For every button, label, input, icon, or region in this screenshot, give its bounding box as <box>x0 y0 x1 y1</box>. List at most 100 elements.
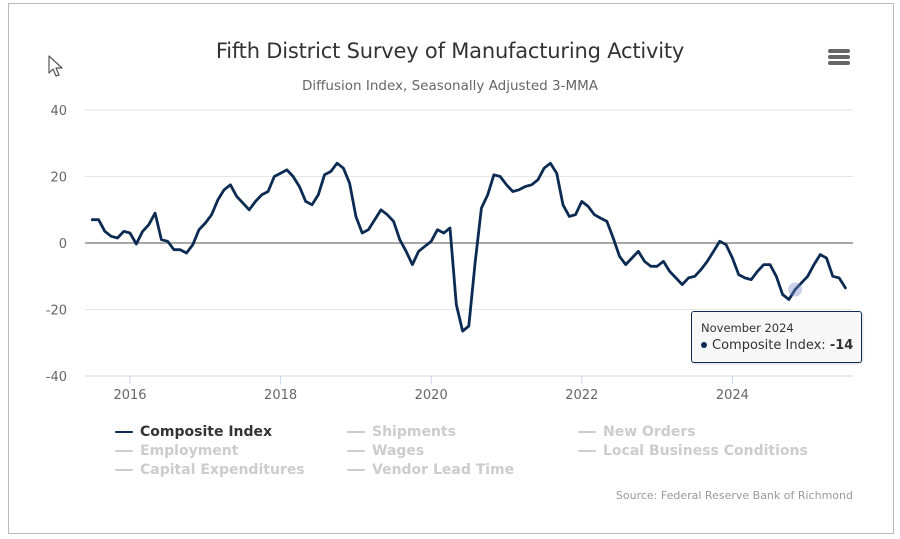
data-point[interactable] <box>560 202 566 208</box>
data-point[interactable] <box>271 174 277 180</box>
data-point[interactable] <box>642 258 648 264</box>
data-point[interactable] <box>234 193 240 199</box>
legend-item[interactable]: Local Business Conditions <box>578 443 808 459</box>
data-point[interactable] <box>729 255 735 261</box>
data-point[interactable] <box>761 262 767 268</box>
data-point[interactable] <box>322 172 328 178</box>
data-point[interactable] <box>541 165 547 171</box>
data-point[interactable] <box>315 192 321 198</box>
data-point[interactable] <box>96 217 102 223</box>
data-point[interactable] <box>667 268 673 274</box>
data-point[interactable] <box>648 263 654 269</box>
data-point[interactable] <box>328 169 334 175</box>
data-point[interactable] <box>428 238 434 244</box>
legend-item[interactable]: Vendor Lead Time <box>347 462 514 478</box>
data-point[interactable] <box>397 237 403 243</box>
data-point[interactable] <box>510 189 516 195</box>
data-point[interactable] <box>140 228 146 234</box>
data-point[interactable] <box>554 170 560 176</box>
data-point[interactable] <box>723 242 729 248</box>
legend-item[interactable]: Composite Index <box>115 424 272 440</box>
data-point[interactable] <box>579 198 585 204</box>
source-credit[interactable]: Source: Federal Reserve Bank of Richmond <box>615 489 853 502</box>
data-point[interactable] <box>610 235 616 241</box>
series-line-composite-index[interactable] <box>90 161 847 333</box>
data-point[interactable] <box>786 297 792 303</box>
data-point[interactable] <box>152 210 158 216</box>
data-point[interactable] <box>472 260 478 266</box>
data-point[interactable] <box>378 207 384 213</box>
data-point[interactable] <box>673 275 679 281</box>
data-point[interactable] <box>441 230 447 236</box>
data-point[interactable] <box>253 198 259 204</box>
data-point[interactable] <box>409 262 415 268</box>
data-point[interactable] <box>447 225 453 231</box>
data-point[interactable] <box>660 258 666 264</box>
data-point[interactable] <box>811 262 817 268</box>
data-point[interactable] <box>516 187 522 193</box>
data-point[interactable] <box>372 217 378 223</box>
data-point[interactable] <box>629 255 635 261</box>
data-point[interactable] <box>359 230 365 236</box>
data-point[interactable] <box>504 182 510 188</box>
data-point[interactable] <box>108 233 114 239</box>
data-point[interactable] <box>635 248 641 254</box>
data-point[interactable] <box>547 160 553 166</box>
data-point[interactable] <box>133 241 139 247</box>
data-point[interactable] <box>177 247 183 253</box>
data-point[interactable] <box>202 220 208 226</box>
data-point[interactable] <box>698 267 704 273</box>
data-point[interactable] <box>817 252 823 258</box>
data-point[interactable] <box>190 242 196 248</box>
data-point[interactable] <box>184 250 190 256</box>
data-point[interactable] <box>384 212 390 218</box>
data-point[interactable] <box>121 228 127 234</box>
data-point[interactable] <box>196 227 202 233</box>
data-point[interactable] <box>165 238 171 244</box>
data-point[interactable] <box>604 218 610 224</box>
data-point[interactable] <box>278 170 284 176</box>
hamburger-menu-icon[interactable] <box>828 49 850 67</box>
data-point[interactable] <box>529 182 535 188</box>
data-point[interactable] <box>742 275 748 281</box>
data-point[interactable] <box>679 282 685 288</box>
legend-item[interactable]: Shipments <box>347 424 456 440</box>
data-point[interactable] <box>686 275 692 281</box>
data-point[interactable] <box>422 243 428 249</box>
data-point[interactable] <box>102 228 108 234</box>
data-point[interactable] <box>535 177 541 183</box>
data-point[interactable] <box>416 248 422 254</box>
data-point[interactable] <box>824 255 830 261</box>
data-point[interactable] <box>830 273 836 279</box>
data-point[interactable] <box>171 247 177 253</box>
data-point[interactable] <box>591 212 597 218</box>
data-point[interactable] <box>566 213 572 219</box>
data-point[interactable] <box>265 189 271 195</box>
data-point[interactable] <box>780 292 786 298</box>
data-point[interactable] <box>284 167 290 173</box>
data-point[interactable] <box>585 203 591 209</box>
data-point[interactable] <box>842 285 848 291</box>
data-point[interactable] <box>497 174 503 180</box>
data-point[interactable] <box>767 262 773 268</box>
data-point[interactable] <box>466 323 472 329</box>
data-point[interactable] <box>259 192 265 198</box>
data-point[interactable] <box>598 215 604 221</box>
data-point[interactable] <box>115 235 121 241</box>
data-point[interactable] <box>209 212 215 218</box>
data-point[interactable] <box>617 253 623 259</box>
legend-item[interactable]: Wages <box>347 443 424 459</box>
data-point[interactable] <box>460 328 466 334</box>
data-point[interactable] <box>158 237 164 243</box>
legend-item[interactable]: Capital Expenditures <box>115 462 305 478</box>
data-point[interactable] <box>692 273 698 279</box>
data-point[interactable] <box>836 275 842 281</box>
legend-item[interactable]: New Orders <box>578 424 696 440</box>
data-point[interactable] <box>453 302 459 308</box>
data-point[interactable] <box>340 165 346 171</box>
data-point[interactable] <box>485 192 491 198</box>
data-point[interactable] <box>227 182 233 188</box>
data-point[interactable] <box>215 197 221 203</box>
data-point[interactable] <box>365 227 371 233</box>
data-point[interactable] <box>435 227 441 233</box>
